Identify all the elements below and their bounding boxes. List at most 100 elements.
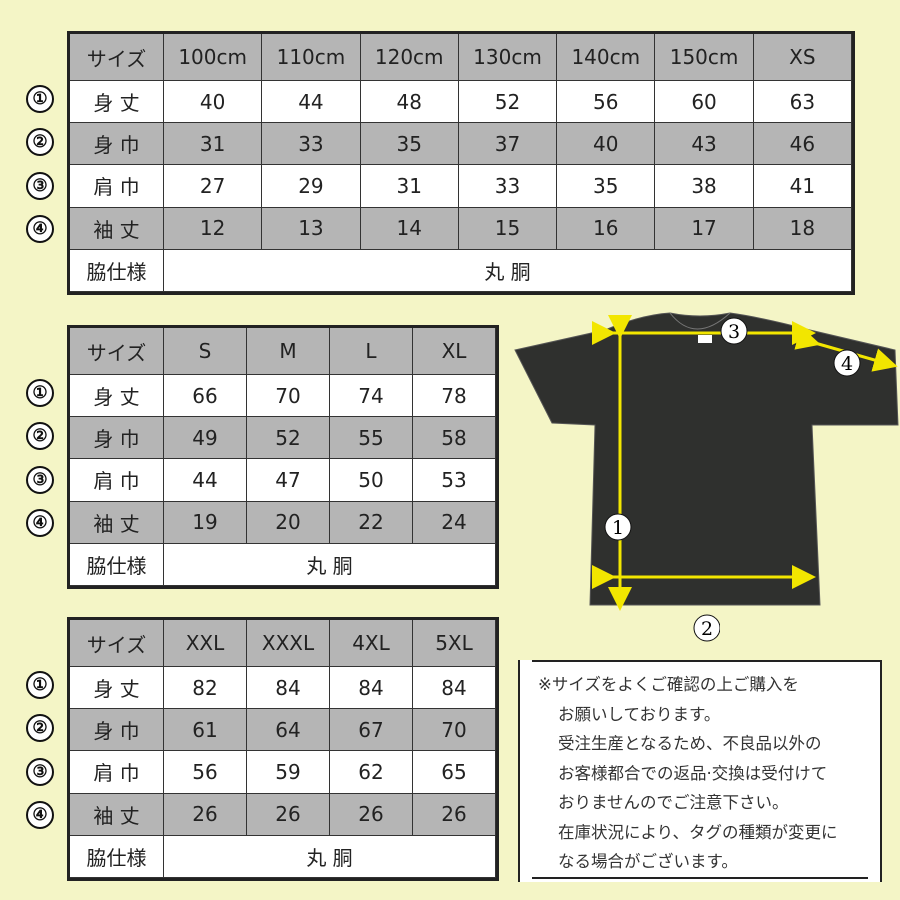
- row-marker: ③: [26, 465, 54, 494]
- row-label: 袖 丈: [70, 501, 164, 544]
- column-header: 120cm: [360, 34, 459, 81]
- table-cell: 46: [753, 123, 852, 166]
- footer-label: 脇仕様: [70, 249, 164, 292]
- table-cell: 62: [330, 751, 413, 794]
- row-label: 肩 巾: [70, 459, 164, 502]
- table-cell: 13: [262, 207, 361, 250]
- row-marker: ③: [26, 757, 54, 786]
- row-label: 肩 巾: [70, 751, 164, 794]
- column-header: XS: [753, 34, 852, 81]
- table-cell: 78: [413, 375, 496, 418]
- table-cell: 20: [247, 501, 330, 544]
- table-cell: 17: [655, 207, 754, 250]
- notice-box: ※サイズをよくご確認の上ご購入を お願いしております。 受注生産となるため、不良品以…: [518, 660, 882, 882]
- tag-label: [698, 335, 712, 343]
- row-marker: ①: [26, 85, 54, 113]
- row-marker: ①: [26, 379, 54, 407]
- table-cell: 84: [247, 667, 330, 710]
- size-table: サイズ 100cm 110cm 120cm 130cm 140cm 150cm XS 身 丈 40…: [67, 31, 855, 295]
- table-cell: 33: [262, 123, 361, 166]
- table-cell: 58: [413, 417, 496, 460]
- row-marker: ②: [26, 422, 54, 451]
- table-cell: 33: [458, 165, 558, 208]
- label-3: 3: [728, 321, 740, 343]
- footer-value: 丸 胴: [164, 835, 496, 878]
- table-cell: 31: [360, 165, 459, 208]
- table-cell: 26: [247, 793, 330, 836]
- table-cell: 29: [262, 165, 361, 208]
- table-cell: 74: [330, 375, 413, 418]
- table-cell: 60: [655, 81, 754, 124]
- table-cell: 70: [413, 709, 496, 752]
- row-label: 袖 丈: [70, 793, 164, 836]
- table-cell: 56: [164, 751, 247, 794]
- notice-line: 受注生産となるため、不良品以外の: [558, 734, 822, 753]
- label-2-badge: 2: [693, 614, 720, 642]
- table-cell: 18: [753, 207, 852, 250]
- table-cell: 64: [247, 709, 330, 752]
- row-marker: ②: [26, 714, 54, 743]
- column-header: 100cm: [164, 34, 263, 81]
- footer-value: 丸 胴: [164, 249, 852, 292]
- table-cell: 82: [164, 667, 247, 710]
- table-cell: 61: [164, 709, 247, 752]
- table-cell: 84: [413, 667, 496, 710]
- row-label: 身 巾: [70, 709, 164, 752]
- table-cell: 59: [247, 751, 330, 794]
- table-cell: 55: [330, 417, 413, 460]
- row-label: 身 丈: [70, 667, 164, 710]
- table-cell: 67: [330, 709, 413, 752]
- footer-value: 丸 胴: [164, 543, 496, 586]
- table-cell: 26: [330, 793, 413, 836]
- notice-line: なる場合がございます。: [558, 852, 738, 871]
- table-cell: 31: [164, 123, 263, 166]
- table-cell: 24: [413, 501, 496, 544]
- tshirt-diagram: 1 3 4: [514, 312, 899, 611]
- table-cell: 47: [247, 459, 330, 502]
- column-header: 4XL: [330, 620, 413, 667]
- table-cell: 48: [360, 81, 459, 124]
- table-cell: 26: [164, 793, 247, 836]
- notice-line: 在庫状況により、タグの種類が変更に: [558, 822, 838, 842]
- table-cell: 40: [164, 81, 263, 124]
- size-header-label: サイズ: [70, 620, 164, 667]
- table-cell: 70: [247, 375, 330, 418]
- table-cell: 41: [753, 165, 852, 208]
- column-header: XXL: [164, 620, 247, 667]
- column-header: 150cm: [655, 34, 754, 81]
- column-header: 110cm: [262, 34, 361, 81]
- row-marker: ③: [26, 171, 54, 200]
- table-cell: 63: [753, 81, 852, 124]
- column-header: S: [164, 328, 247, 375]
- table-cell: 26: [413, 793, 496, 836]
- table-cell: 35: [557, 165, 656, 208]
- column-header: XL: [413, 328, 496, 375]
- table-cell: 52: [458, 81, 558, 124]
- table-cell: 44: [262, 81, 361, 124]
- table-cell: 38: [655, 165, 754, 208]
- column-header: 130cm: [458, 34, 558, 81]
- column-header: M: [247, 328, 330, 375]
- table-cell: 43: [655, 123, 754, 166]
- table-cell: 14: [360, 207, 459, 250]
- row-label: 身 巾: [70, 123, 164, 166]
- size-table: サイズ S M L XL 身 丈 66 70 74 78 身 巾 49 52 55 58 肩 巾 44 47 50 5…: [67, 325, 499, 589]
- table-cell: 27: [164, 165, 263, 208]
- table-cell: 49: [164, 417, 247, 460]
- size-header-label: サイズ: [70, 328, 164, 375]
- footer-label: 脇仕様: [70, 835, 164, 878]
- table-cell: 40: [557, 123, 656, 166]
- table-cell: 16: [557, 207, 656, 250]
- row-marker: ④: [26, 508, 54, 537]
- notice-line: お客様都合での返品·交換は受付けて: [558, 763, 828, 783]
- size-header-label: サイズ: [70, 34, 164, 81]
- table-cell: 84: [330, 667, 413, 710]
- footer-label: 脇仕様: [70, 543, 164, 586]
- row-label: 身 丈: [70, 375, 164, 418]
- row-marker: ④: [26, 800, 54, 829]
- label-1: 1: [612, 517, 624, 539]
- row-label: 袖 丈: [70, 207, 164, 250]
- row-label: 身 丈: [70, 81, 164, 124]
- table-cell: 37: [458, 123, 558, 166]
- notice-line: おりませんのでご注意下さい。: [558, 793, 789, 812]
